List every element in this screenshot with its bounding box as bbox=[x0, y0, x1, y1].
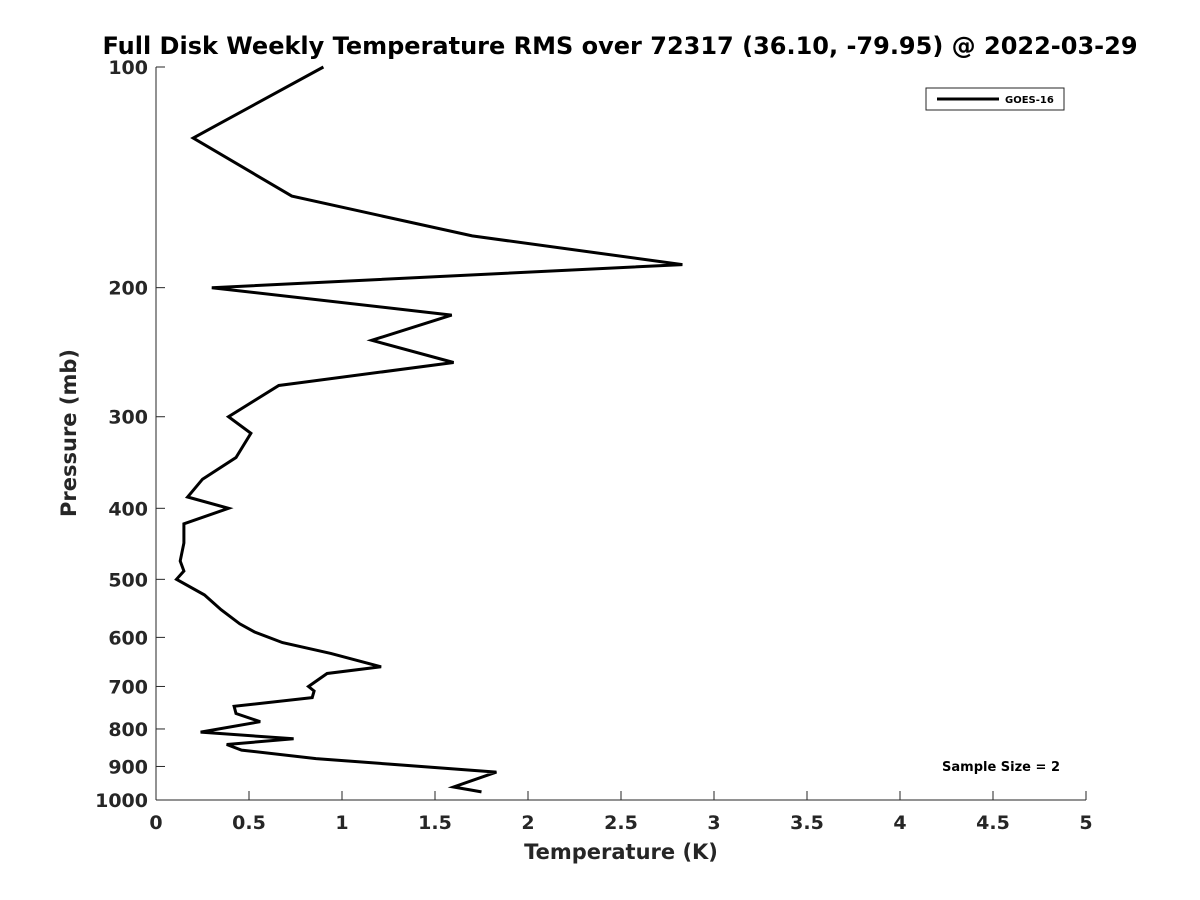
x-tick-label: 1.5 bbox=[418, 812, 452, 834]
series-line-goes-16 bbox=[174, 65, 683, 794]
y-ticks: 100 200 300 400 500 600 700 800 900 1000 bbox=[95, 57, 165, 812]
y-tick-label: 800 bbox=[108, 719, 148, 741]
y-tick-label: 500 bbox=[108, 569, 148, 591]
y-tick-label: 600 bbox=[108, 627, 148, 649]
x-tick-label: 3 bbox=[707, 812, 720, 834]
y-tick-label: 900 bbox=[108, 756, 148, 778]
x-tick-label: 0 bbox=[149, 812, 162, 834]
x-tick-label: 4 bbox=[893, 812, 906, 834]
y-tick-label: 200 bbox=[108, 278, 148, 300]
y-tick-label: 700 bbox=[108, 676, 148, 698]
x-axis-label: Temperature (K) bbox=[524, 840, 718, 864]
y-axis-label: Pressure (mb) bbox=[57, 349, 81, 517]
x-tick-label: 2 bbox=[521, 812, 534, 834]
y-tick-label: 100 bbox=[108, 57, 148, 79]
sample-size-annotation: Sample Size = 2 bbox=[942, 760, 1060, 775]
x-tick-label: 4.5 bbox=[976, 812, 1010, 834]
legend: GOES-16 bbox=[925, 87, 1065, 111]
y-tick-label: 300 bbox=[108, 407, 148, 429]
x-tick-label: 2.5 bbox=[604, 812, 638, 834]
x-tick-label: 3.5 bbox=[790, 812, 824, 834]
chart-title: Full Disk Weekly Temperature RMS over 72… bbox=[102, 32, 1137, 60]
y-tick-label: 400 bbox=[108, 498, 148, 520]
x-ticks: 0 0.5 1 1.5 2 2.5 3 3.5 4 4.5 5 bbox=[149, 791, 1093, 834]
x-tick-label: 1 bbox=[335, 812, 348, 834]
plot-axes bbox=[155, 67, 1086, 801]
x-tick-label: 0.5 bbox=[232, 812, 266, 834]
series-group bbox=[174, 65, 683, 794]
y-tick-label: 1000 bbox=[95, 790, 148, 812]
x-tick-label: 5 bbox=[1079, 812, 1092, 834]
legend-label: GOES-16 bbox=[1005, 95, 1054, 106]
